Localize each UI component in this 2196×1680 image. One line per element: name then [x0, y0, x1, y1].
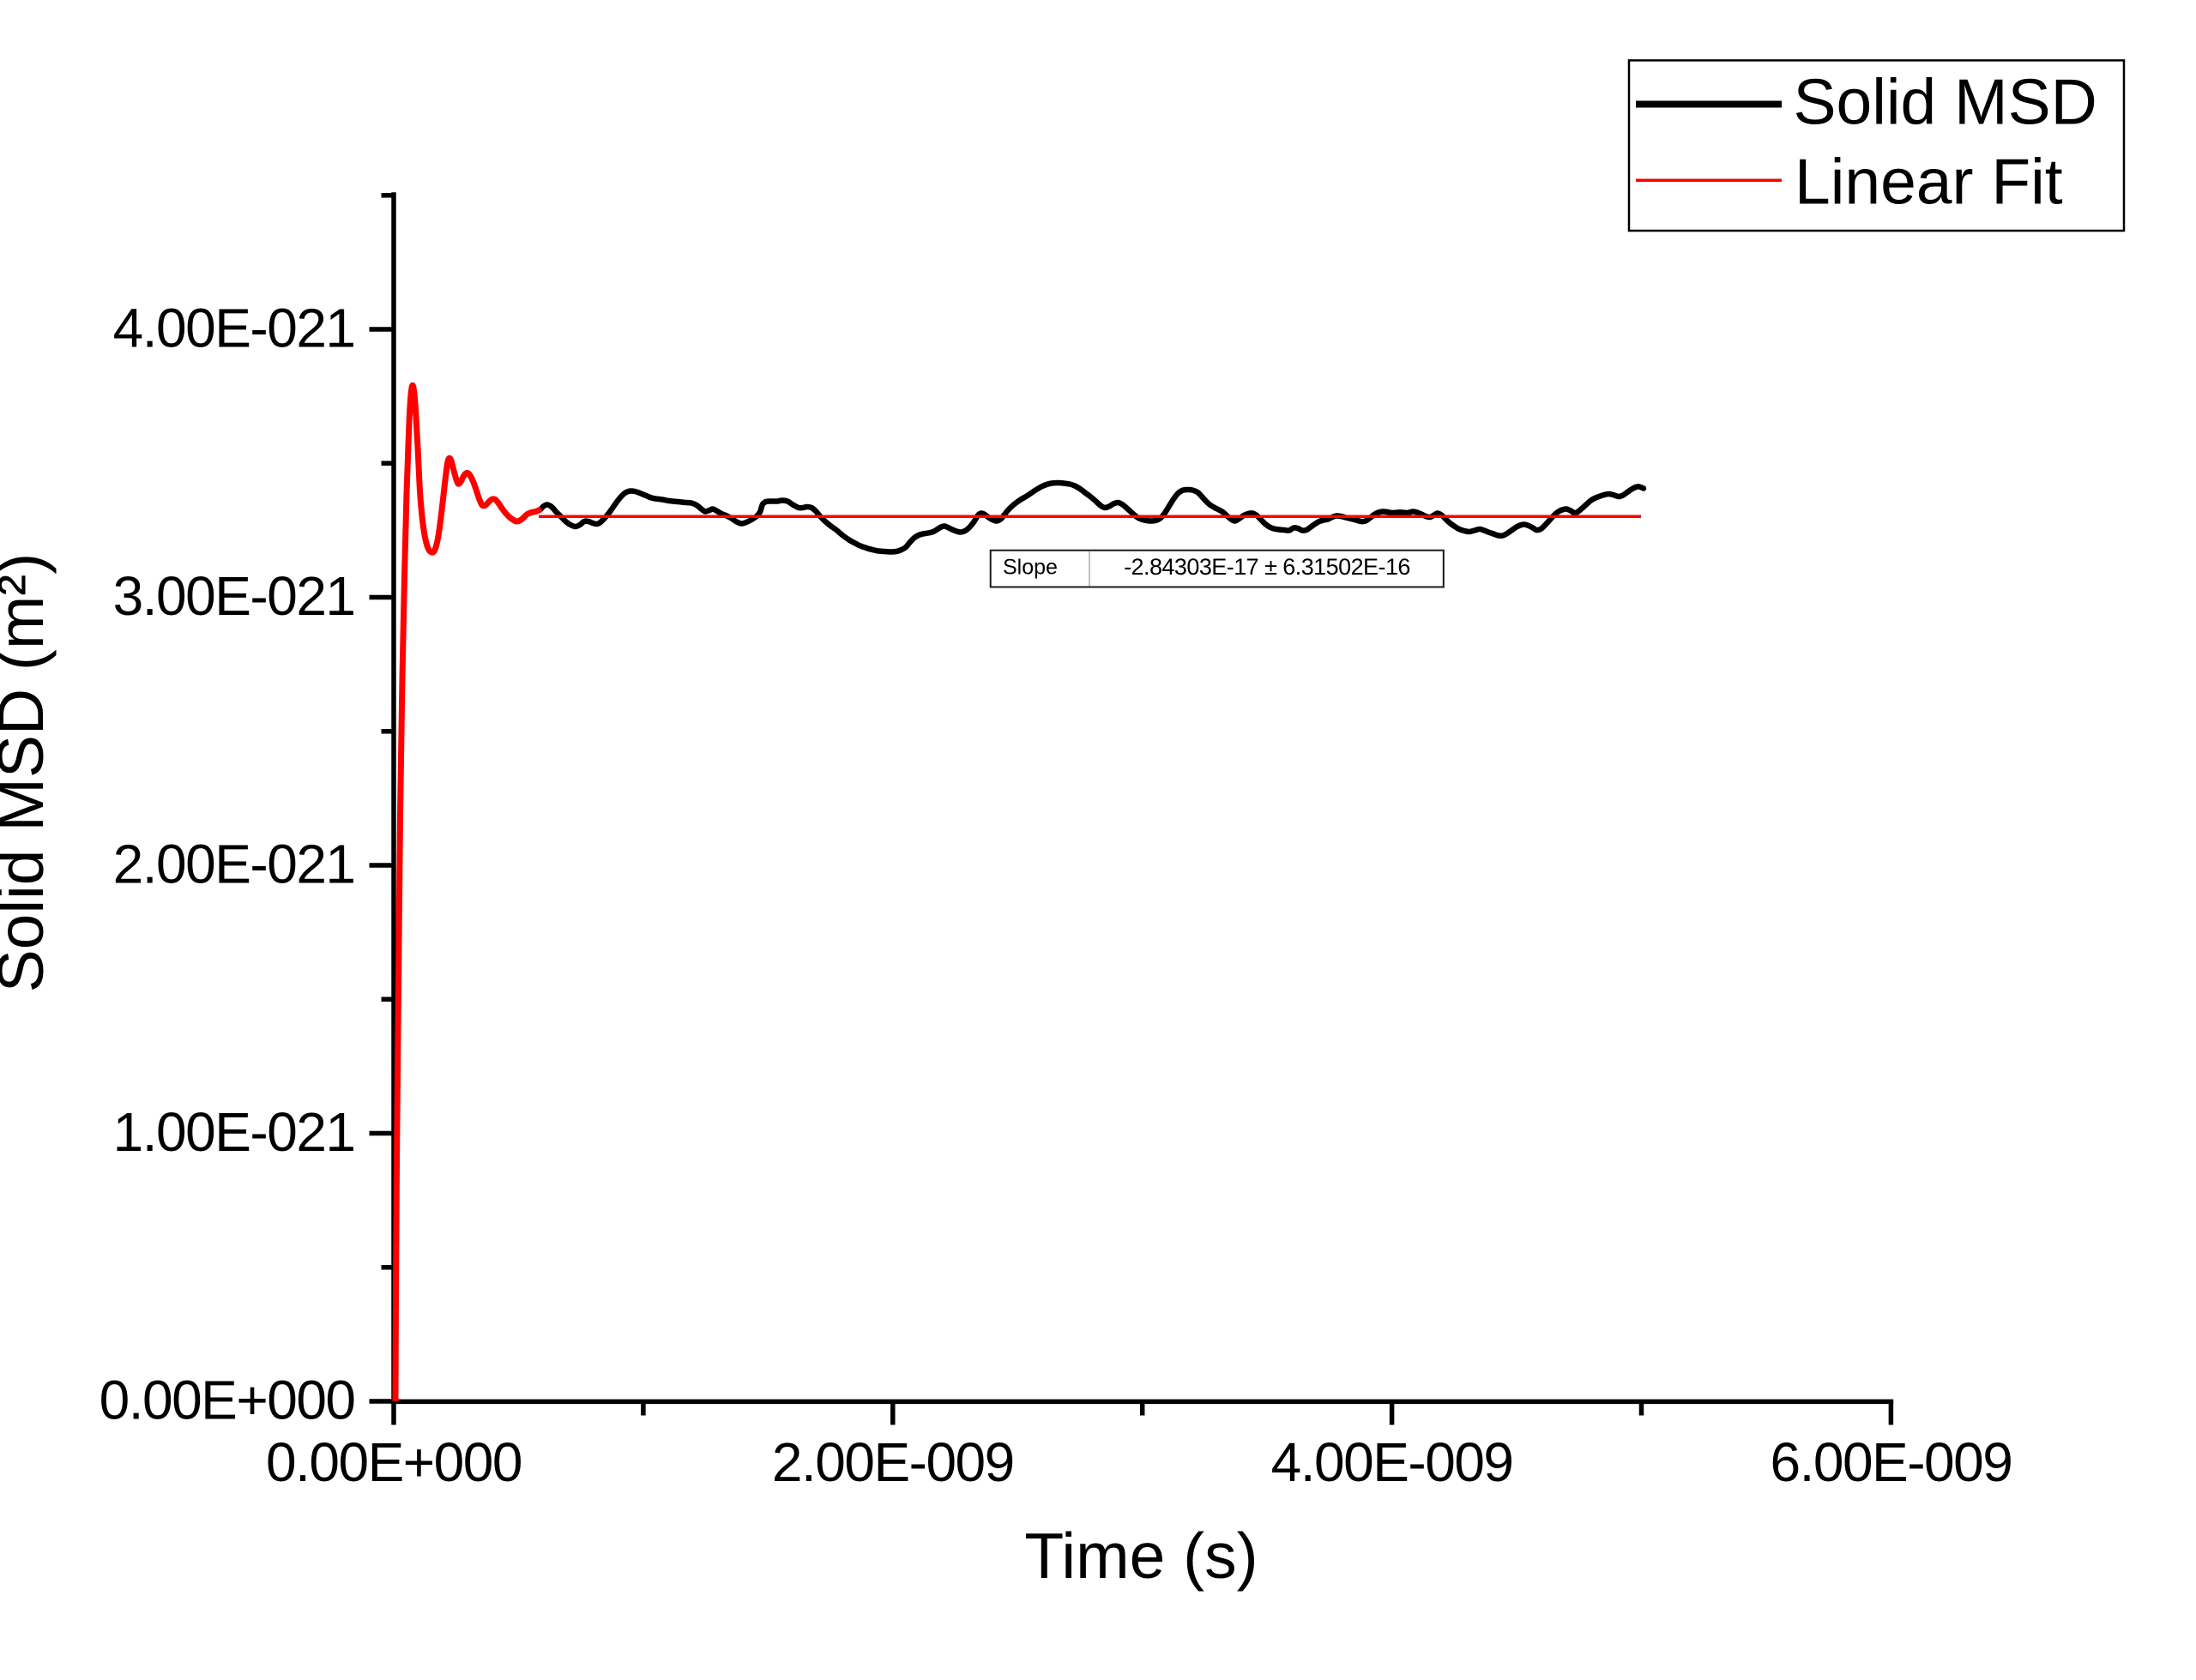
svg-text:Solid MSD (m²): Solid MSD (m²) — [0, 553, 57, 993]
svg-text:3.00E-021: 3.00E-021 — [113, 565, 355, 627]
svg-text:0.00E+000: 0.00E+000 — [266, 1431, 522, 1493]
svg-text:6.00E-009: 6.00E-009 — [1770, 1431, 2012, 1493]
svg-text:2.00E-021: 2.00E-021 — [113, 833, 355, 894]
svg-text:Linear Fit: Linear Fit — [1795, 146, 2063, 218]
svg-text:0.00E+000: 0.00E+000 — [100, 1369, 355, 1430]
svg-text:Slope: Slope — [1003, 556, 1058, 580]
svg-text:4.00E-021: 4.00E-021 — [113, 297, 355, 358]
svg-text:-2.84303E-17 ± 6.31502E-16: -2.84303E-17 ± 6.31502E-16 — [1124, 554, 1410, 580]
svg-text:2.00E-009: 2.00E-009 — [772, 1431, 1014, 1493]
svg-text:4.00E-009: 4.00E-009 — [1271, 1431, 1513, 1493]
svg-text:Time (s): Time (s) — [1024, 1520, 1258, 1592]
svg-text:1.00E-021: 1.00E-021 — [113, 1101, 355, 1163]
svg-text:Solid MSD: Solid MSD — [1794, 66, 2097, 138]
